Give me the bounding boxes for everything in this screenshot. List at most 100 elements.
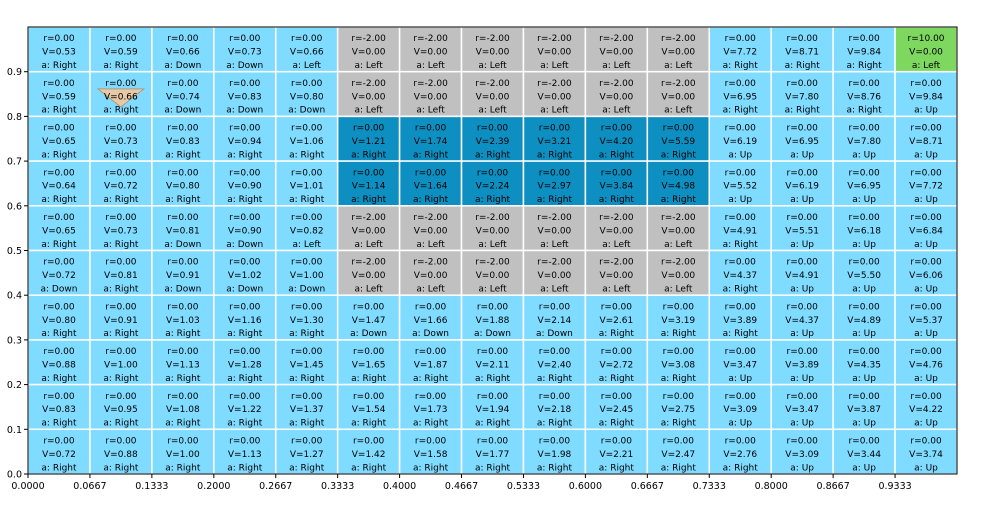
cell-action-label: a: Right [723,106,759,116]
grid-cell: r=-2.00 V=0.00 a: Left [584,249,649,296]
cell-value-label: V=1.66 [414,316,448,326]
grid-cell: r=0.00 V=2.75 a: Right [646,383,711,431]
cell-value-label: V=0.00 [476,92,510,102]
cell-value-label: V=0.83 [228,92,262,102]
cell-action-label: a: Right [537,419,573,429]
cell-background [584,428,649,475]
cell-value-label: V=0.80 [42,316,76,326]
cell-value-label: V=1.22 [228,405,262,415]
cell-reward-label: r=0.00 [167,79,199,89]
cell-value-label: V=2.40 [538,360,572,370]
cell-reward-label: r=0.00 [477,392,509,402]
grid-cell: r=0.00 V=1.77 a: Right [460,428,525,475]
cell-background [89,339,153,386]
cell-reward-label: r=0.00 [663,124,695,134]
cell-value-label: V=7.80 [847,137,881,147]
grid-cell: r=0.00 V=1.00 a: Right [151,428,215,475]
cell-value-label: V=1.30 [290,316,324,326]
cell-reward-label: r=0.00 [167,124,199,134]
grid-cell: r=0.00 V=0.66 a: Left [274,26,339,73]
grid-cell: r=0.00 V=1.98 a: Right [522,428,587,475]
grid-cell: r=0.00 V=6.95 a: Right [708,70,772,118]
y-tick-label: 0.0 [7,470,22,481]
cell-value-label: V=8.71 [909,137,943,147]
cell-value-label: V=4.20 [599,137,633,147]
cell-value-label: V=0.00 [661,48,695,58]
cell-action-label: a: Left [478,240,507,250]
cell-action-label: a: Left [540,240,569,250]
cell-value-label: V=1.16 [228,316,262,326]
cell-background [213,70,277,118]
cell-value-label: V=4.76 [909,360,943,370]
cell-value-label: V=0.83 [166,137,200,147]
cell-action-label: a: Left [478,106,507,116]
cell-action-label: a: Down [164,106,201,116]
cell-reward-label: r=0.00 [787,302,819,312]
cell-action-label: a: Up [852,240,876,250]
cell-reward-label: r=0.00 [787,124,819,134]
cell-value-label: V=2.14 [538,316,572,326]
cell-action-label: a: Up [852,329,876,339]
cell-reward-label: r=-2.00 [475,258,510,268]
cell-value-label: V=1.13 [166,360,200,370]
cell-reward-label: r=-2.00 [351,258,386,268]
grid-cell: r=-2.00 V=0.00 a: Left [336,26,401,73]
cell-background [274,294,339,341]
cell-action-label: a: Up [728,419,752,429]
cell-reward-label: r=0.00 [539,302,571,312]
cell-value-label: V=1.06 [290,137,324,147]
cell-reward-label: r=0.00 [43,436,75,446]
grid-cell: r=0.00 V=5.37 a: Up [894,294,958,341]
grid-cell: r=0.00 V=1.54 a: Right [336,383,401,431]
cell-reward-label: r=-2.00 [661,258,696,268]
grid-cell: r=0.00 V=7.72 a: Up [894,160,958,207]
cell-action-label: a: Right [41,374,77,384]
x-tick-label: 0.3333 [321,481,354,492]
cell-reward-label: r=0.00 [229,258,261,268]
cell-reward-label: r=0.00 [167,392,199,402]
grid-cell: r=0.00 V=0.90 a: Right [213,160,277,207]
cell-action-label: a: Left [664,61,693,71]
cell-action-label: a: Right [475,463,511,473]
grid-cell: r=0.00 V=3.09 a: Up [708,383,772,431]
grid-cell: r=0.00 V=0.80 a: Down [274,70,339,118]
cell-value-label: V=0.66 [166,48,200,58]
agent-marker-layer: V=0.66 [96,88,146,108]
cell-reward-label: r=0.00 [848,392,880,402]
cell-value-label: V=6.18 [847,226,881,236]
cell-action-label: a: Right [351,419,387,429]
grid-cell: r=0.00 V=3.47 a: Up [770,383,834,431]
cell-reward-label: r=0.00 [787,168,819,178]
cell-background [770,428,834,475]
cell-action-label: a: Right [599,195,635,205]
cell-value-label: V=5.59 [661,137,695,147]
cell-reward-label: r=0.00 [167,436,199,446]
grid-cell: r=0.00 V=0.74 a: Down [151,70,215,118]
cell-value-label: V=2.97 [538,182,572,192]
cell-reward-label: r=0.00 [43,347,75,357]
grid-cell: r=-2.00 V=0.00 a: Left [584,205,649,252]
cell-action-label: a: Right [103,463,139,473]
cell-reward-label: r=0.00 [539,124,571,134]
grid-cell: r=-2.00 V=0.00 a: Left [584,70,649,118]
cell-reward-label: r=-2.00 [661,213,696,223]
cell-action-label: a: Up [728,150,752,160]
cell-background [832,428,896,475]
cell-value-label: V=0.73 [104,137,138,147]
cell-background [460,160,525,207]
cell-reward-label: r=10.00 [908,34,945,44]
cell-value-label: V=0.00 [661,92,695,102]
grid-cell: r=-2.00 V=0.00 a: Left [336,205,401,252]
cell-action-label: a: Up [914,329,938,339]
grid-cell: r=-2.00 V=0.00 a: Left [398,205,463,252]
cell-value-label: V=0.00 [352,92,386,102]
cell-background [894,70,958,118]
cell-value-label: V=2.72 [599,360,633,370]
cell-action-label: a: Left [540,106,569,116]
cell-action-label: a: Right [661,150,697,160]
cell-action-label: a: Right [599,419,635,429]
cell-action-label: a: Left [540,61,569,71]
cell-action-label: a: Down [226,284,263,294]
cell-action-label: a: Left [354,240,383,250]
